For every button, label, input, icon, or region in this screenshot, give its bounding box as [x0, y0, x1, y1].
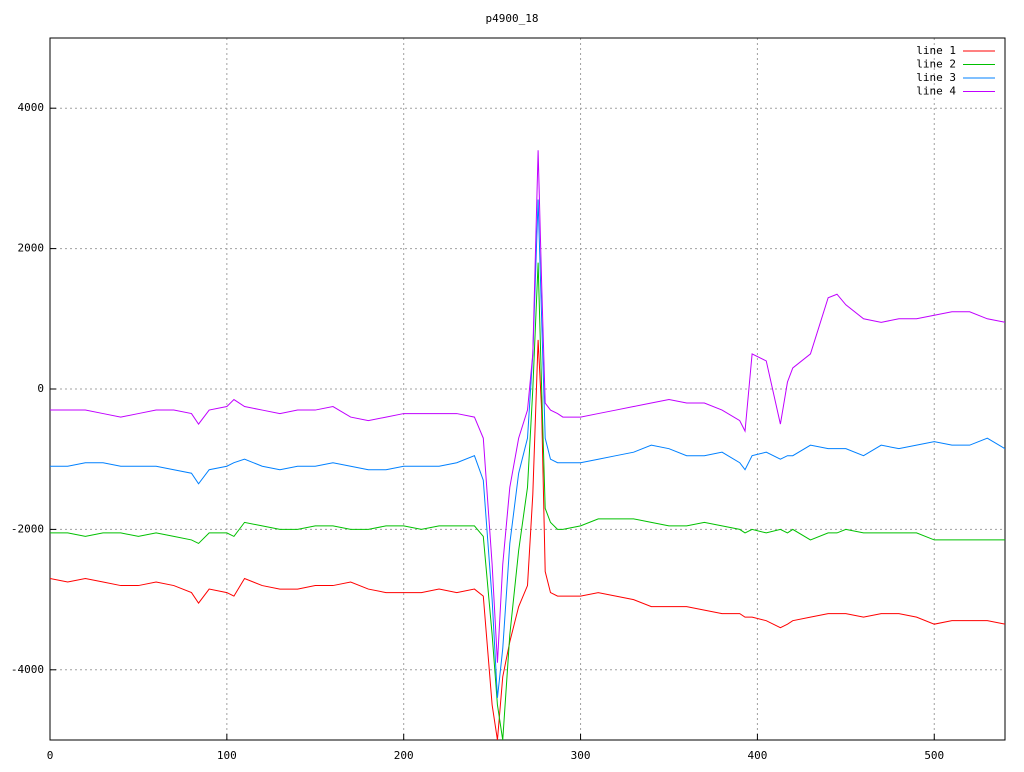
- data-line: [50, 199, 1005, 698]
- plot-area: [50, 150, 1005, 740]
- data-line: [50, 262, 1005, 740]
- y-tick-label: 0: [37, 382, 44, 395]
- legend-label: line 1: [916, 44, 956, 57]
- chart-title: p4900_18: [486, 12, 539, 25]
- x-tick-label: 200: [394, 749, 414, 762]
- y-tick-label: -2000: [11, 522, 44, 535]
- y-tick-label: 4000: [18, 101, 45, 114]
- x-tick-label: 100: [217, 749, 237, 762]
- x-tick-label: 400: [747, 749, 767, 762]
- legend-label: line 2: [916, 58, 956, 71]
- data-line: [50, 339, 1005, 740]
- x-tick-label: 0: [47, 749, 54, 762]
- y-tick-label: -4000: [11, 663, 44, 676]
- plot-border: [49, 37, 1006, 741]
- x-tick-label: 500: [924, 749, 944, 762]
- legend-label: line 4: [916, 85, 956, 98]
- x-tick-label: 300: [571, 749, 591, 762]
- legend-label: line 3: [916, 71, 956, 84]
- y-tick-label: 2000: [18, 242, 45, 255]
- data-line: [50, 150, 1005, 663]
